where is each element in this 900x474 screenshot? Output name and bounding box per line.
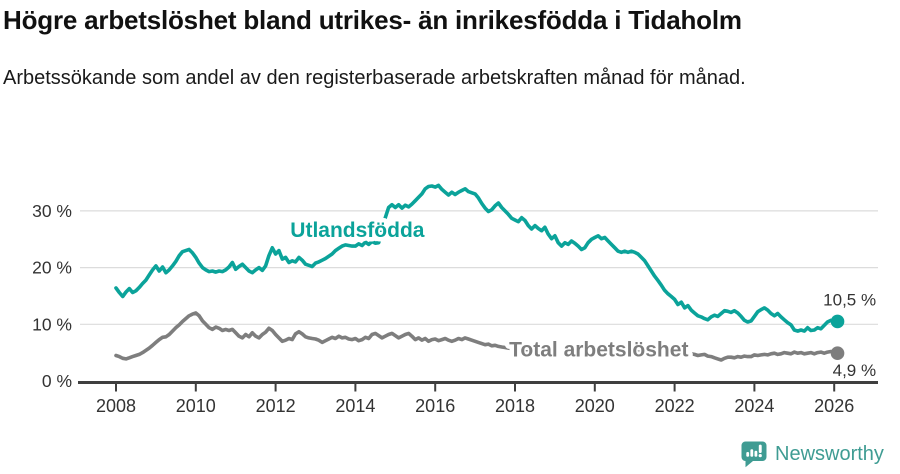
end-value-label-total: 4,9 %	[833, 361, 876, 380]
series-line-utlandsfodda	[114, 183, 840, 333]
x-tick-label-2026: 2026	[814, 396, 854, 416]
end-value-label-utlandsfodda: 10,5 %	[823, 290, 876, 309]
y-tick-label-0: 0 %	[42, 371, 72, 391]
series-end-dot-utlandsfodda	[830, 314, 845, 329]
y-tick-label-10: 10 %	[32, 314, 72, 334]
x-tick-label-2014: 2014	[335, 396, 375, 416]
bar-medium	[754, 450, 758, 457]
x-tick-label-2020: 2020	[575, 396, 615, 416]
bar-tall	[750, 449, 754, 457]
speech-bubble-shape	[741, 441, 767, 468]
bar-small	[746, 452, 750, 457]
x-tick-label-2012: 2012	[256, 396, 296, 416]
x-tick-label-2024: 2024	[734, 396, 774, 416]
newsworthy-wordmark: Newsworthy	[775, 442, 884, 465]
exclamation-dot	[758, 454, 762, 458]
exclamation-bar	[758, 444, 762, 453]
chart-subtitle: Arbetssökande som andel av den registerb…	[3, 67, 746, 89]
x-tick-label-2022: 2022	[655, 396, 695, 416]
x-tick-label-2008: 2008	[96, 396, 136, 416]
y-tick-label-20: 20 %	[32, 258, 72, 278]
x-tick-label-2018: 2018	[495, 396, 535, 416]
y-tick-label-30: 30 %	[32, 201, 72, 221]
x-tick-label-2010: 2010	[176, 396, 216, 416]
series-line-total	[114, 311, 840, 362]
chart-title: Högre arbetslöshet bland utrikes- än inr…	[3, 5, 742, 35]
series-label-utlandsfodda: Utlandsfödda	[290, 219, 424, 242]
series-label-total: Total arbetslöshet	[509, 338, 688, 361]
newsworthy-logo: Newsworthy	[740, 440, 884, 468]
newsworthy-speech-bubble-icon	[741, 441, 767, 468]
x-tick-label-2016: 2016	[415, 396, 455, 416]
series-end-dot-total	[830, 346, 845, 361]
